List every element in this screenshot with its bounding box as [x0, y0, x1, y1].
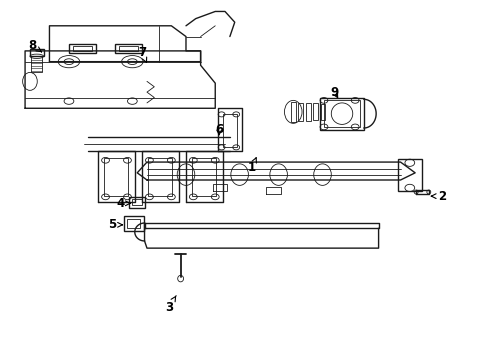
- Text: 3: 3: [164, 296, 176, 314]
- Bar: [298, 103, 303, 121]
- Text: 6: 6: [215, 123, 223, 136]
- Bar: [127, 219, 140, 228]
- Bar: [320, 98, 363, 130]
- Bar: [30, 49, 43, 56]
- Bar: [119, 45, 138, 51]
- Bar: [397, 159, 421, 192]
- Bar: [73, 45, 92, 51]
- Text: 8: 8: [28, 39, 41, 52]
- Bar: [305, 103, 310, 121]
- Bar: [148, 158, 172, 196]
- Bar: [31, 56, 42, 72]
- Bar: [132, 199, 142, 205]
- Bar: [290, 102, 295, 122]
- Text: 2: 2: [430, 190, 445, 203]
- Bar: [115, 44, 142, 53]
- Text: 9: 9: [330, 86, 338, 99]
- Bar: [69, 44, 96, 53]
- Bar: [129, 197, 145, 208]
- Text: 4: 4: [116, 197, 130, 210]
- Bar: [312, 103, 317, 121]
- Bar: [320, 104, 325, 120]
- Text: 1: 1: [247, 158, 256, 174]
- Bar: [222, 114, 237, 147]
- Text: 7: 7: [138, 46, 146, 62]
- Bar: [191, 158, 216, 196]
- Bar: [123, 216, 144, 231]
- Text: 5: 5: [107, 218, 122, 231]
- Bar: [324, 100, 359, 127]
- Bar: [104, 158, 128, 196]
